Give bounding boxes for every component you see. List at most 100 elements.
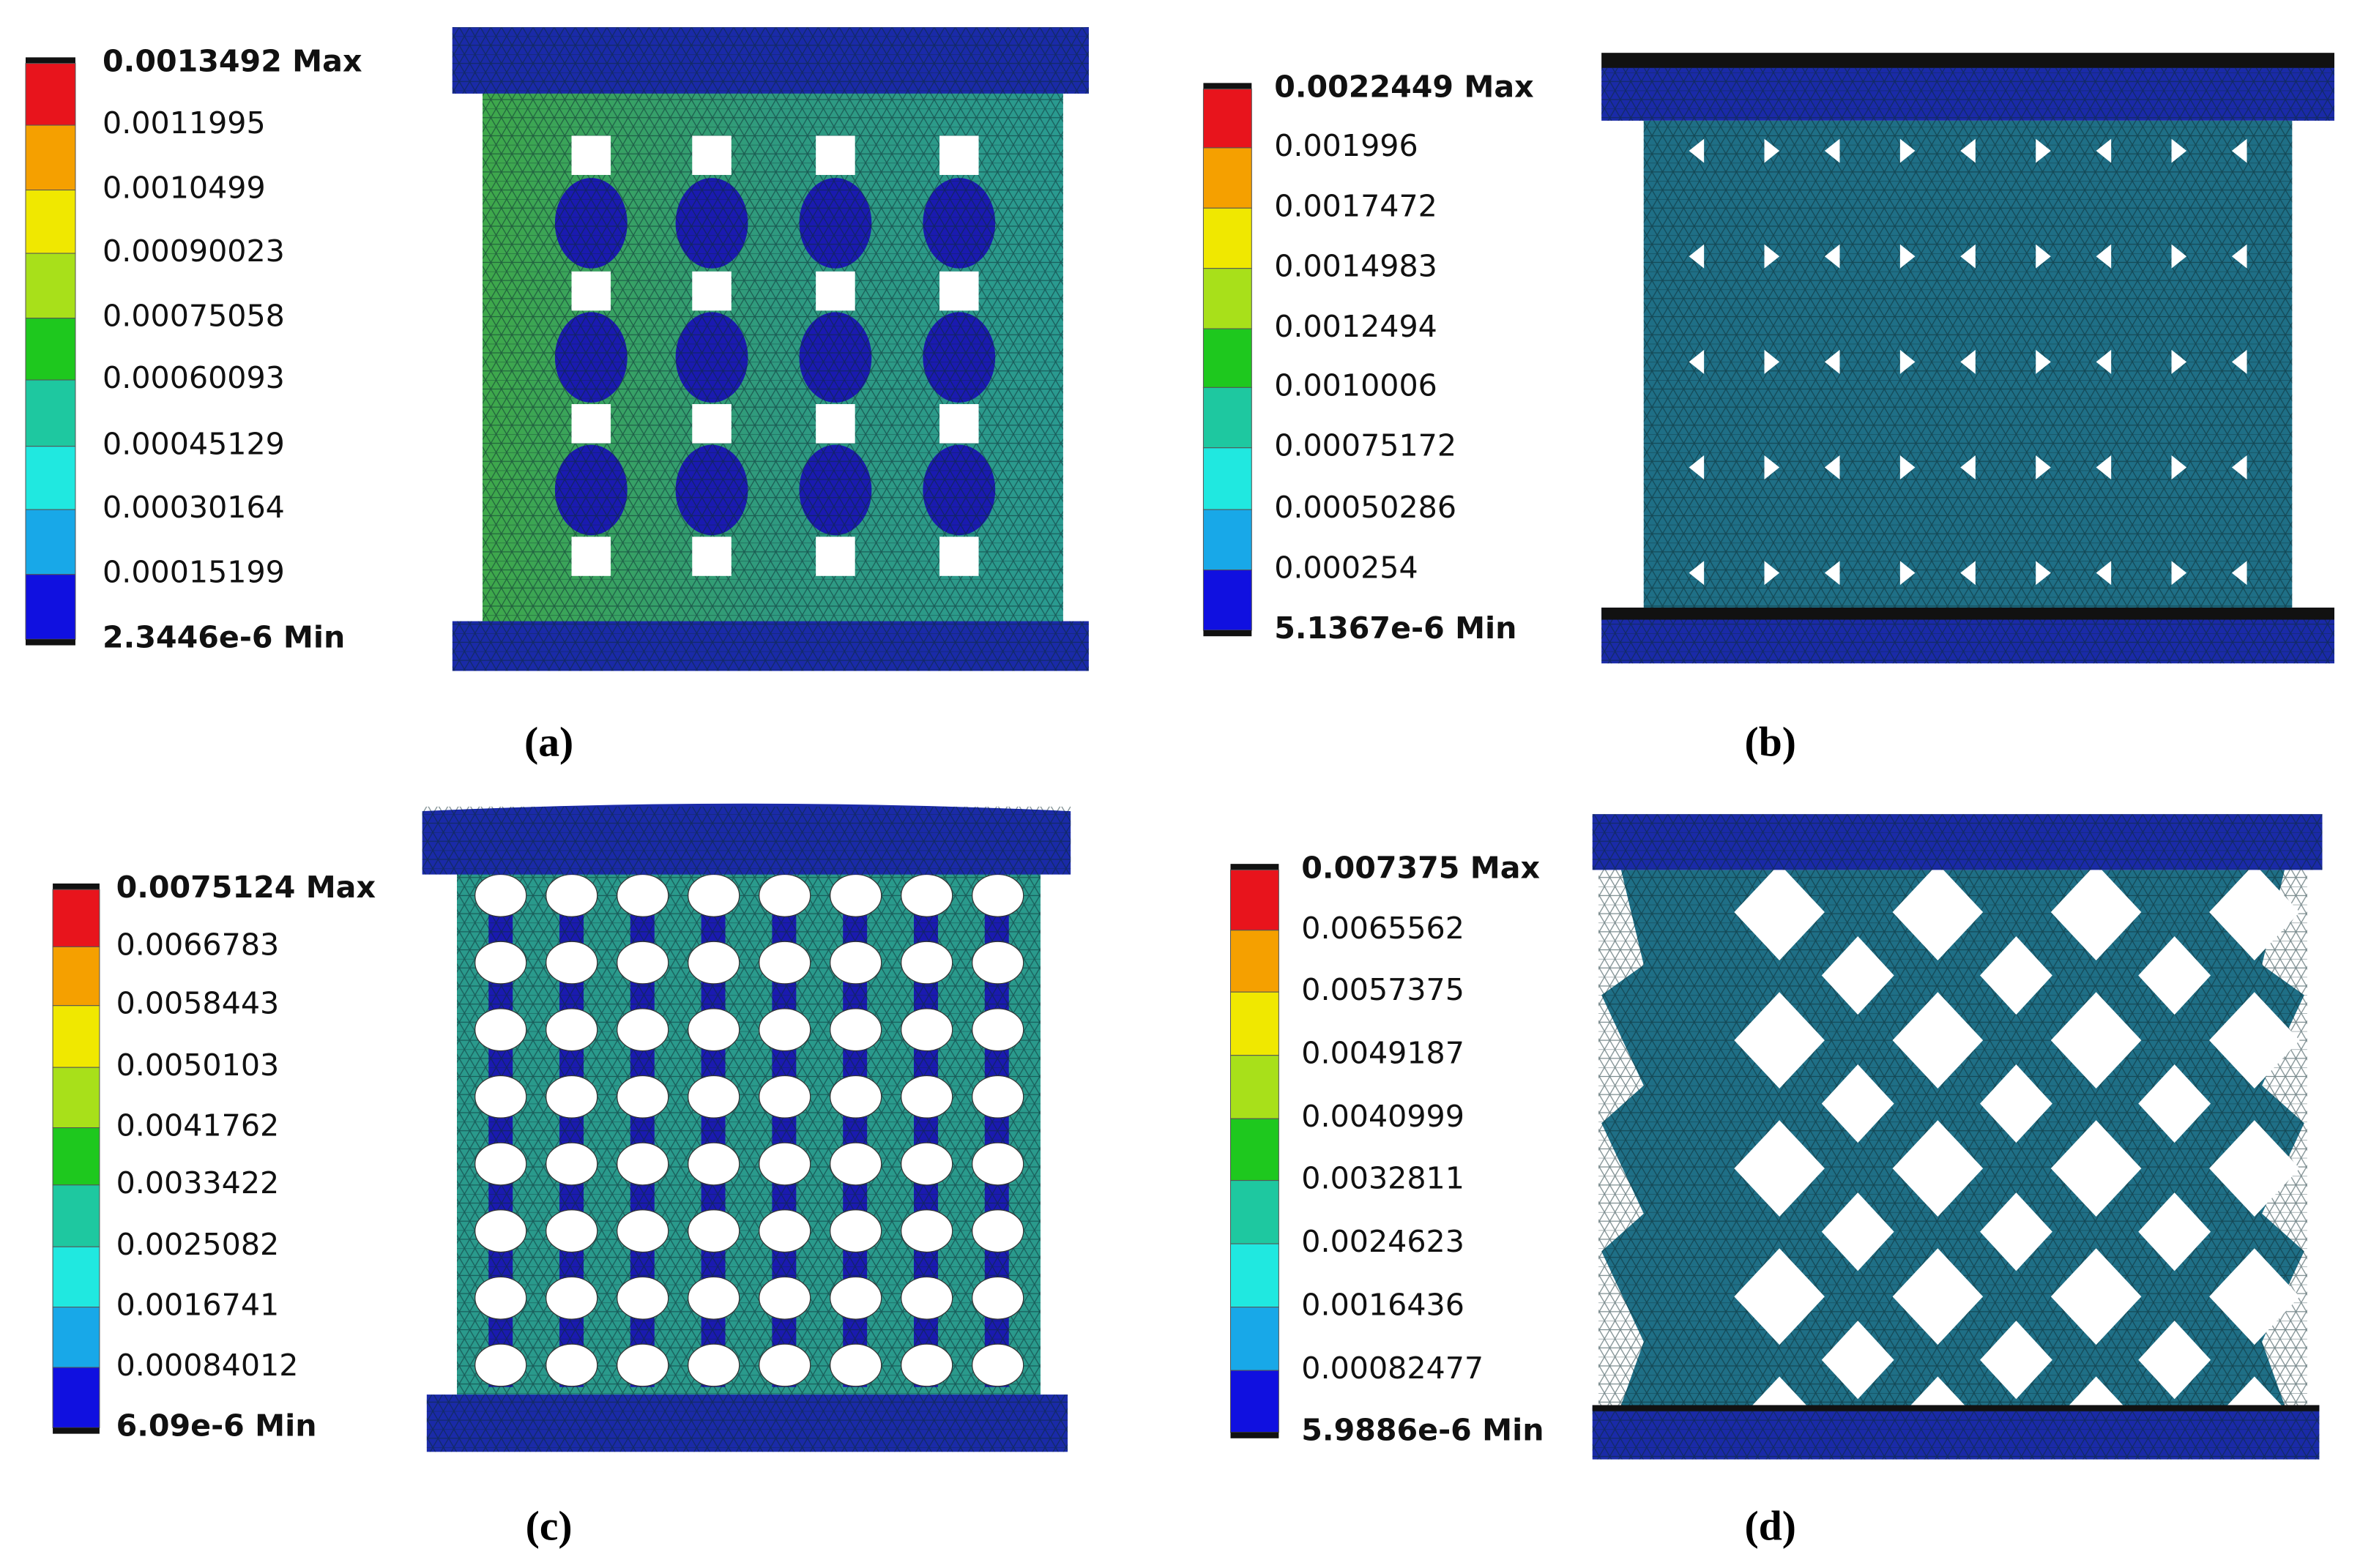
- legend-label: 0.0057375: [1301, 972, 1464, 1007]
- hole: [2036, 349, 2051, 374]
- hole: [759, 873, 811, 917]
- hole: [571, 271, 611, 311]
- legend-band: [1202, 268, 1252, 329]
- hole: [759, 941, 811, 985]
- legend-band: [25, 63, 76, 126]
- hole: [2096, 455, 2112, 479]
- hole: [759, 1276, 811, 1320]
- legend-band: [52, 1005, 100, 1068]
- hole: [688, 1075, 740, 1119]
- legend-label: 0.007375 Max: [1301, 850, 1540, 885]
- caption: (a): [524, 720, 573, 766]
- hole: [617, 1008, 669, 1052]
- hole: [1824, 455, 1840, 479]
- caption: (b): [1745, 720, 1796, 766]
- hole: [1824, 138, 1840, 163]
- hole: [1734, 1248, 1825, 1345]
- legend-band: [52, 1127, 100, 1186]
- hole: [1764, 349, 1780, 374]
- legend-band: [25, 509, 76, 575]
- hole: [617, 873, 669, 917]
- hole: [1980, 1064, 2052, 1143]
- hole: [830, 1209, 882, 1253]
- legend-band: [1229, 991, 1279, 1056]
- legend-label: 0.00050286: [1274, 490, 1456, 525]
- hole: [2209, 992, 2300, 1089]
- legend-label: 0.0041762: [116, 1108, 280, 1143]
- legend-band: [1229, 1243, 1279, 1308]
- hole: [2231, 244, 2247, 269]
- hole: [901, 1343, 953, 1387]
- hole: [816, 537, 855, 576]
- legend-label: 6.09e-6 Min: [116, 1408, 317, 1443]
- hole: [901, 941, 953, 985]
- hole: [617, 1343, 669, 1387]
- legend-label: 0.00084012: [116, 1348, 299, 1383]
- hole: [830, 1008, 882, 1052]
- legend-label: 0.00075058: [103, 299, 285, 334]
- hole: [1821, 1064, 1894, 1143]
- hole: [759, 1343, 811, 1387]
- hole: [692, 404, 732, 444]
- hole: [1899, 138, 1916, 163]
- hole: [546, 1075, 598, 1119]
- hole: [1821, 1321, 1894, 1400]
- legend-band: [52, 1367, 100, 1428]
- mesh: [452, 27, 1089, 94]
- hole: [546, 1008, 598, 1052]
- mesh: [1592, 1405, 2320, 1460]
- hole: [2307, 349, 2323, 374]
- legend-band: [1229, 869, 1279, 931]
- hole: [1960, 561, 1976, 586]
- legend-band: [52, 1184, 100, 1247]
- hole: [2231, 138, 2247, 163]
- legend-label: 0.000254: [1274, 550, 1418, 586]
- legend-band: [25, 446, 76, 510]
- hole: [1892, 992, 1984, 1089]
- hole: [1824, 561, 1840, 586]
- hole: [939, 537, 979, 576]
- legend-label: 0.00015199: [103, 555, 285, 590]
- hole: [1734, 1120, 1825, 1217]
- hole: [901, 1008, 953, 1052]
- hole: [1689, 561, 1705, 586]
- hole: [1689, 349, 1705, 374]
- hole: [759, 1075, 811, 1119]
- hole: [972, 1276, 1024, 1320]
- hole: [2050, 1248, 2142, 1345]
- hole: [546, 1276, 598, 1320]
- legend-label: 0.0032811: [1301, 1161, 1464, 1196]
- legend-label: 0.00082477: [1301, 1351, 1484, 1386]
- mesh: [422, 806, 1071, 875]
- hole: [688, 1008, 740, 1052]
- legend-label: 0.0012494: [1274, 309, 1437, 344]
- hole: [1824, 244, 1840, 269]
- hole: [2138, 1192, 2211, 1272]
- hole: [939, 404, 979, 444]
- legend-label: 0.0010006: [1274, 367, 1437, 403]
- hole: [546, 941, 598, 985]
- hole: [1899, 561, 1916, 586]
- hole: [1734, 992, 1825, 1089]
- mesh: [1643, 120, 2293, 619]
- legend-band: [25, 253, 76, 319]
- legend-band: [25, 124, 76, 191]
- hole: [692, 537, 732, 576]
- mesh: [483, 90, 1063, 624]
- legend-label: 0.0024623: [1301, 1224, 1464, 1259]
- hole: [1960, 244, 1976, 269]
- legend-band: [1202, 447, 1252, 510]
- hole: [617, 1075, 669, 1119]
- hole: [972, 1343, 1024, 1387]
- hole: [1824, 349, 1840, 374]
- hole: [1980, 1192, 2052, 1272]
- mesh: [457, 871, 1041, 1397]
- legend-cap: [26, 57, 75, 64]
- hole: [692, 135, 732, 175]
- hole: [972, 941, 1024, 985]
- hole: [972, 1075, 1024, 1119]
- hole: [2171, 349, 2187, 374]
- mesh: [1592, 814, 2323, 870]
- legend-band: [1229, 1307, 1279, 1371]
